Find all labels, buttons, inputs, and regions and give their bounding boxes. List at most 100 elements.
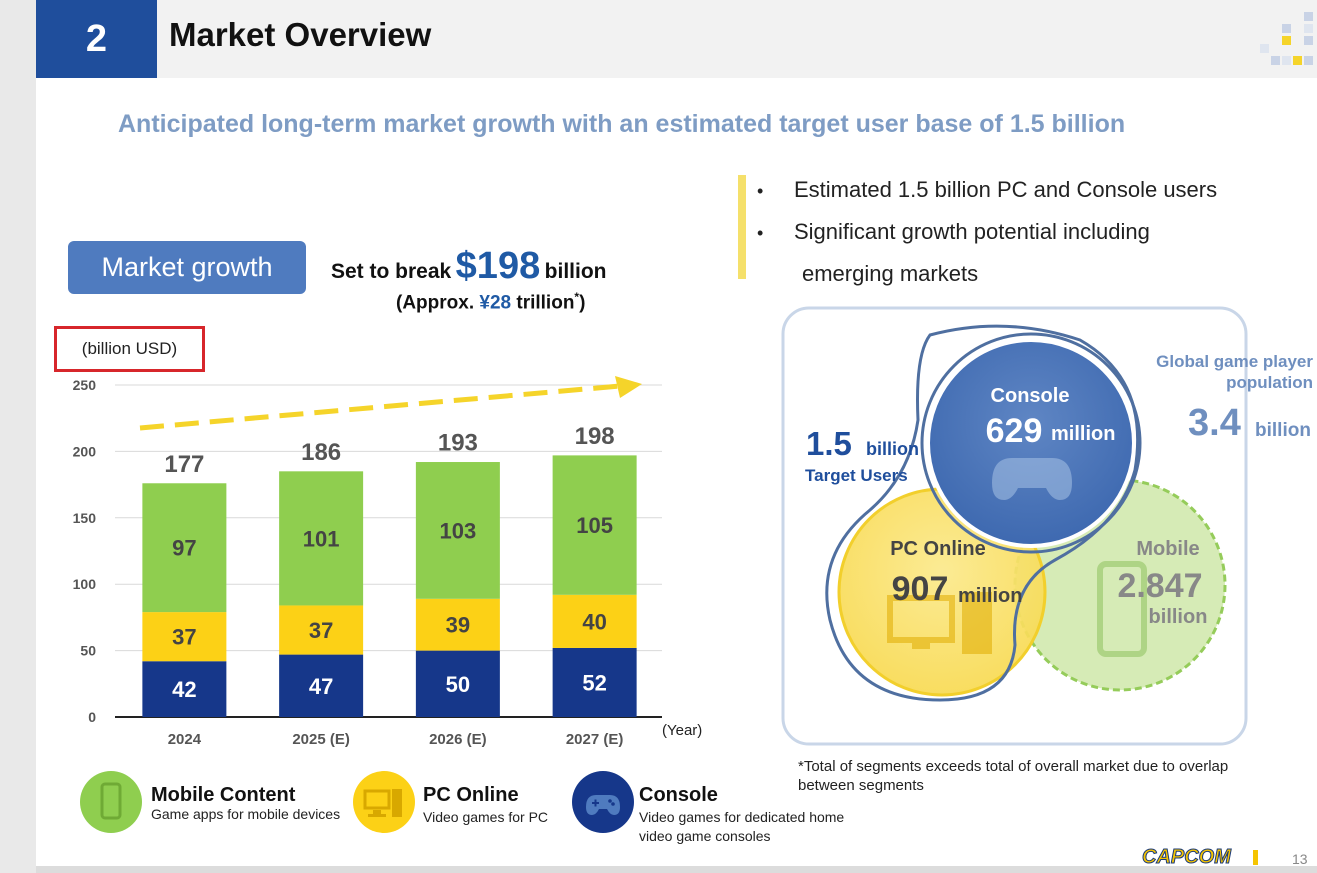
bar-segment [279, 471, 364, 606]
slide-subtitle: Anticipated long-term market growth with… [118, 110, 1126, 138]
game-player-population-diagram: 1.5 billion Target Users Global game pla… [781, 306, 1313, 746]
headline-value: $198 [455, 245, 541, 287]
bullet-text: Estimated 1.5 billion PC and Console use… [794, 177, 1218, 202]
bullet-accent-bar [738, 175, 746, 279]
bar-segment [142, 612, 227, 662]
target-users-value: 1.5 [806, 425, 852, 462]
legend-desc: Video games for dedicated home video gam… [639, 809, 845, 844]
console-value: 629 [986, 412, 1043, 450]
growth-trend-arrow [139, 383, 621, 431]
approx-value: ¥28 [479, 292, 512, 314]
approx-prefix: (Approx. [396, 292, 480, 314]
bar-segment-label: 52 [582, 670, 606, 695]
bar-total-label: 198 [575, 423, 615, 450]
pc-label: PC Online [890, 538, 986, 560]
bullet-dot: • [757, 181, 764, 201]
y-tick-label: 100 [73, 576, 97, 592]
x-tick-label: 2024 [168, 731, 202, 748]
target-users-label: Target Users [805, 466, 908, 485]
y-tick-label: 250 [73, 377, 97, 393]
global-population-unit: billion [1255, 420, 1311, 441]
approx-yen-note: (Approx. ¥28 trillion*) [396, 290, 585, 314]
global-population-label: Global game player [1156, 352, 1313, 371]
y-tick-label: 150 [73, 510, 97, 526]
console-unit: million [1051, 423, 1115, 445]
bar-total-label: 177 [164, 451, 204, 478]
bullet-text: Significant growth potential including [794, 219, 1150, 244]
bar-segment [552, 594, 637, 648]
x-tick-label: 2027 (E) [566, 731, 624, 748]
logo-accent-bar [1253, 850, 1258, 865]
stacked-bar-chart: 0 50 100 150 200 250 42 37 97 177 2024 47 37 101 186 20… [73, 376, 662, 748]
headline-suffix: billion [544, 260, 607, 283]
legend-title: PC Online [423, 784, 519, 806]
y-tick-label: 50 [80, 643, 96, 659]
x-tick-label: 2026 (E) [429, 731, 487, 748]
x-axis-label: (Year) [662, 722, 703, 739]
pc-value: 907 [892, 570, 949, 608]
global-population-label-2: population [1226, 373, 1313, 392]
chart-unit-label: (billion USD) [54, 326, 205, 372]
bar-segment-label: 50 [446, 672, 470, 697]
x-tick-label: 2025 (E) [292, 731, 350, 748]
bar-segment-label: 37 [309, 618, 333, 643]
header-bar [36, 0, 1317, 78]
bullet-text-continuation: emerging markets [802, 261, 979, 286]
approx-close: ) [579, 292, 586, 314]
legend-title: Mobile Content [151, 784, 296, 806]
desktop-pc-icon [887, 592, 992, 654]
bar-segment-label: 101 [303, 526, 340, 551]
bar-segment [415, 598, 500, 651]
section-number: 2 [36, 0, 157, 78]
legend-title: Console [639, 784, 718, 806]
growth-trend-arrowhead [615, 376, 642, 398]
bar-segment [279, 654, 364, 717]
y-tick-label: 0 [88, 709, 96, 725]
desktop-pc-icon [353, 771, 415, 833]
bar-segment-label: 47 [309, 674, 333, 699]
market-growth-label: Market growth [68, 241, 306, 294]
smartphone-icon [80, 771, 142, 833]
footer-line [36, 866, 1317, 873]
bar-segment [415, 462, 500, 599]
bar-segment-label: 37 [172, 625, 196, 650]
console-segment-circle [926, 338, 1136, 548]
console-label: Console [991, 385, 1070, 407]
bar-segment-label: 42 [172, 677, 196, 702]
bar-segment [142, 661, 227, 717]
page-number: 13 [1292, 851, 1308, 867]
bullet-dot: • [757, 223, 764, 243]
gamepad-icon [992, 458, 1072, 500]
headline-prefix: Set to break [331, 260, 452, 283]
brand-logo: CAPCOM [1142, 846, 1232, 869]
mobile-value: 2.847 [1117, 567, 1202, 605]
legend-desc: Game apps for mobile devices [151, 806, 341, 822]
bar-segment [552, 647, 637, 717]
y-tick-label: 200 [73, 443, 97, 459]
target-users-unit: billion [866, 439, 919, 459]
approx-suffix: trillion [511, 292, 575, 314]
bar-segment [552, 455, 637, 595]
market-headline: Set to break $198 billion [331, 245, 607, 288]
bar-segment-label: 40 [582, 609, 606, 634]
bar-segment [415, 650, 500, 717]
smartphone-icon [1097, 561, 1147, 657]
target-users-outline [825, 324, 1140, 702]
left-margin-strip [0, 0, 36, 873]
bar-segment-label: 97 [172, 536, 196, 561]
mobile-unit: billion [1149, 606, 1208, 628]
legend-desc: Video games for PC [423, 809, 549, 825]
global-population-value: 3.4 [1188, 402, 1241, 444]
bar-total-label: 193 [438, 430, 478, 457]
bar-segment [142, 483, 227, 613]
bar-segment-label: 103 [440, 518, 477, 543]
diagram-footnote: *Total of segments exceeds total of over… [798, 758, 1229, 794]
bar-segment-label: 39 [446, 613, 470, 638]
approx-footnote-mark: * [574, 290, 580, 304]
bar-segment-label: 105 [576, 513, 613, 538]
pc-unit: million [958, 585, 1022, 607]
bar-total-label: 186 [301, 439, 341, 466]
gamepad-icon [572, 771, 634, 833]
bar-segment [279, 605, 364, 655]
